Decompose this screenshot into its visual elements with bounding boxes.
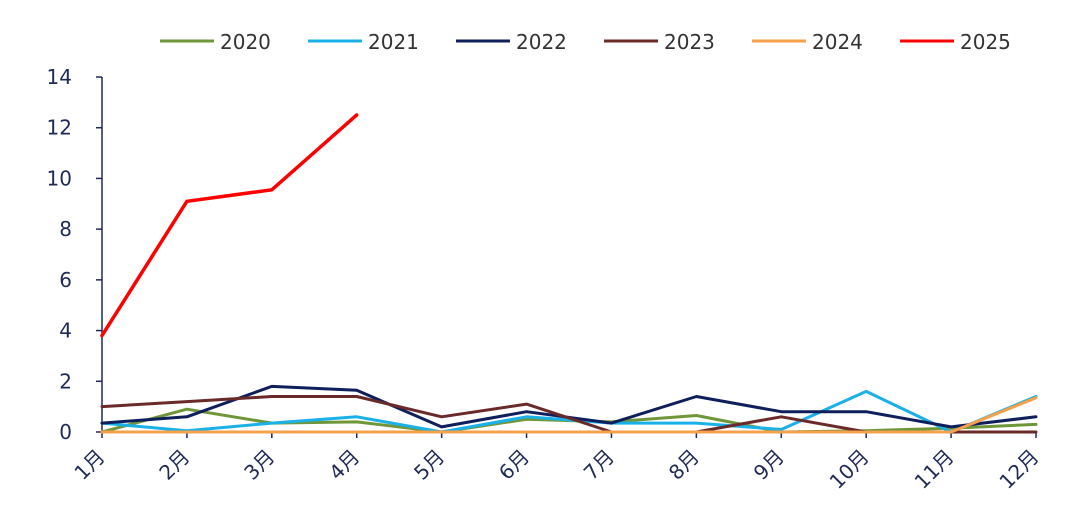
y-tick-label: 10 bbox=[47, 166, 72, 190]
x-tick-label: 1月 bbox=[69, 445, 109, 485]
series-line-2024 bbox=[100, 396, 1038, 434]
x-tick-label: 11月 bbox=[910, 445, 959, 494]
x-tick-label: 5月 bbox=[409, 445, 449, 485]
x-tick-label: 4月 bbox=[324, 445, 364, 485]
y-tick-label: 0 bbox=[59, 420, 72, 444]
legend-label-2025: 2025 bbox=[960, 30, 1011, 54]
legend-label-2022: 2022 bbox=[516, 30, 567, 54]
legend: 2020 2021 2022 2023 2024 2025 bbox=[160, 30, 1011, 54]
legend-label-2024: 2024 bbox=[812, 30, 863, 54]
y-tick-label: 12 bbox=[47, 116, 72, 140]
x-tick-label: 9月 bbox=[749, 445, 789, 485]
x-tick-label: 7月 bbox=[579, 445, 619, 485]
legend-label-2021: 2021 bbox=[368, 30, 419, 54]
x-tick-label: 10月 bbox=[825, 445, 874, 494]
x-tick-label: 8月 bbox=[664, 445, 704, 485]
y-tick-label: 2 bbox=[59, 369, 72, 393]
y-tick-label: 8 bbox=[59, 217, 72, 241]
series-lines bbox=[100, 113, 1038, 434]
x-tick-label: 6月 bbox=[494, 445, 534, 485]
x-tick-label: 3月 bbox=[239, 445, 279, 485]
y-tick-label: 6 bbox=[59, 268, 72, 292]
series-line-2021 bbox=[100, 389, 1038, 434]
legend-label-2023: 2023 bbox=[664, 30, 715, 54]
legend-label-2020: 2020 bbox=[220, 30, 271, 54]
x-tick-label: 2月 bbox=[154, 445, 194, 485]
y-tick-label: 4 bbox=[59, 319, 72, 343]
y-tick-label: 14 bbox=[47, 65, 72, 89]
x-tick-label: 12月 bbox=[994, 445, 1043, 494]
series-line-2025 bbox=[100, 113, 359, 338]
